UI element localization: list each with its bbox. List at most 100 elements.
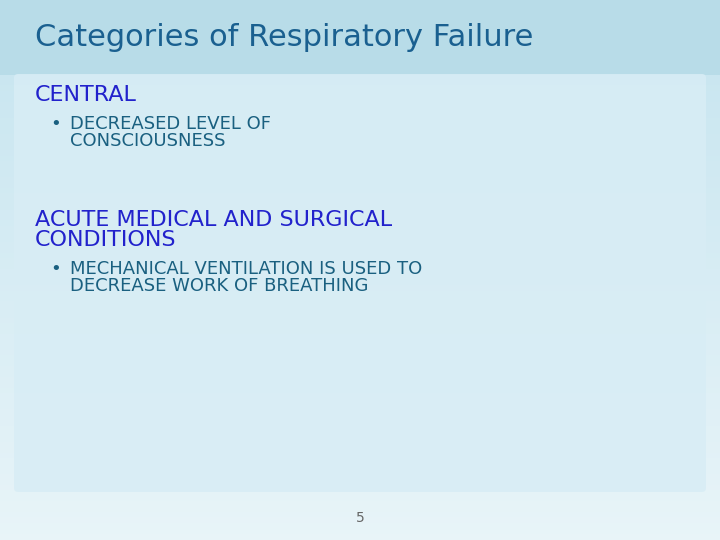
Bar (0, 447, 720, 454)
Bar (0, 129, 720, 135)
Bar (0, 91, 720, 97)
Text: CONSCIOUSNESS: CONSCIOUSNESS (70, 132, 225, 150)
Text: •: • (50, 260, 60, 278)
Bar (0, 107, 720, 113)
Bar (0, 48, 720, 54)
Text: 5: 5 (356, 511, 364, 525)
Bar (0, 463, 720, 470)
Bar (0, 253, 720, 259)
Bar (0, 420, 720, 427)
Bar (0, 307, 720, 313)
Bar (0, 355, 720, 362)
Bar (0, 318, 720, 324)
Bar (0, 69, 720, 76)
Bar (0, 415, 720, 421)
Bar (0, 166, 720, 173)
Bar (0, 199, 720, 205)
Bar (0, 139, 720, 146)
Text: •: • (50, 115, 60, 133)
Bar (0, 177, 720, 184)
Bar (0, 453, 720, 459)
Bar (0, 285, 720, 292)
Bar (0, 490, 720, 497)
Bar (0, 4, 720, 11)
Bar (0, 301, 720, 308)
Bar (0, 534, 720, 540)
Bar (0, 156, 720, 162)
Bar (0, 75, 720, 81)
Bar (0, 0, 720, 5)
Bar (0, 269, 720, 275)
Bar (0, 145, 720, 151)
Bar (0, 242, 720, 248)
Bar (0, 188, 720, 194)
Bar (0, 404, 720, 410)
Bar (0, 323, 720, 329)
Bar (0, 474, 720, 481)
Bar (0, 264, 720, 270)
Bar (0, 442, 720, 448)
Bar (0, 436, 720, 443)
Bar (0, 496, 720, 502)
Bar (0, 210, 720, 216)
Bar (0, 523, 720, 529)
FancyBboxPatch shape (14, 74, 706, 492)
Bar (0, 118, 720, 124)
Bar (0, 274, 720, 281)
Bar (0, 507, 720, 513)
Text: ACUTE MEDICAL AND SURGICAL: ACUTE MEDICAL AND SURGICAL (35, 210, 392, 230)
Bar (0, 21, 720, 27)
Bar (0, 64, 720, 70)
Bar (0, 80, 720, 86)
Bar (0, 123, 720, 130)
Text: DECREASED LEVEL OF: DECREASED LEVEL OF (70, 115, 271, 133)
Bar (0, 31, 720, 38)
Bar (0, 345, 720, 351)
Bar (0, 372, 720, 378)
Bar (0, 312, 720, 319)
Bar (0, 393, 720, 400)
Bar (0, 377, 720, 383)
Bar (0, 258, 720, 265)
Bar (0, 15, 720, 22)
Bar (0, 85, 720, 92)
Bar (0, 388, 720, 394)
Bar (0, 458, 720, 464)
Text: DECREASE WORK OF BREATHING: DECREASE WORK OF BREATHING (70, 277, 369, 295)
Bar (0, 334, 720, 340)
Bar (0, 366, 720, 373)
Bar (0, 0, 720, 75)
Bar (0, 528, 720, 535)
Bar (0, 112, 720, 119)
Bar (0, 350, 720, 356)
Bar (0, 150, 720, 157)
Bar (0, 220, 720, 227)
Bar (0, 134, 720, 140)
Bar (0, 193, 720, 200)
Bar (0, 102, 720, 108)
Bar (0, 215, 720, 221)
Bar (0, 237, 720, 243)
Bar (0, 53, 720, 59)
Bar (0, 339, 720, 346)
Bar (0, 296, 720, 302)
Bar (0, 96, 720, 103)
Bar (0, 426, 720, 432)
Bar (0, 469, 720, 475)
Text: MECHANICAL VENTILATION IS USED TO: MECHANICAL VENTILATION IS USED TO (70, 260, 422, 278)
Bar (0, 247, 720, 254)
Bar (0, 501, 720, 508)
Bar (0, 226, 720, 232)
Bar (0, 409, 720, 416)
Bar (0, 399, 720, 405)
Bar (0, 183, 720, 189)
Bar (0, 172, 720, 178)
Bar (0, 328, 720, 335)
Text: CENTRAL: CENTRAL (35, 85, 137, 105)
Bar (0, 42, 720, 49)
Bar (0, 291, 720, 297)
Bar (0, 10, 720, 16)
Bar (0, 204, 720, 211)
Bar (0, 37, 720, 43)
Bar (0, 431, 720, 437)
